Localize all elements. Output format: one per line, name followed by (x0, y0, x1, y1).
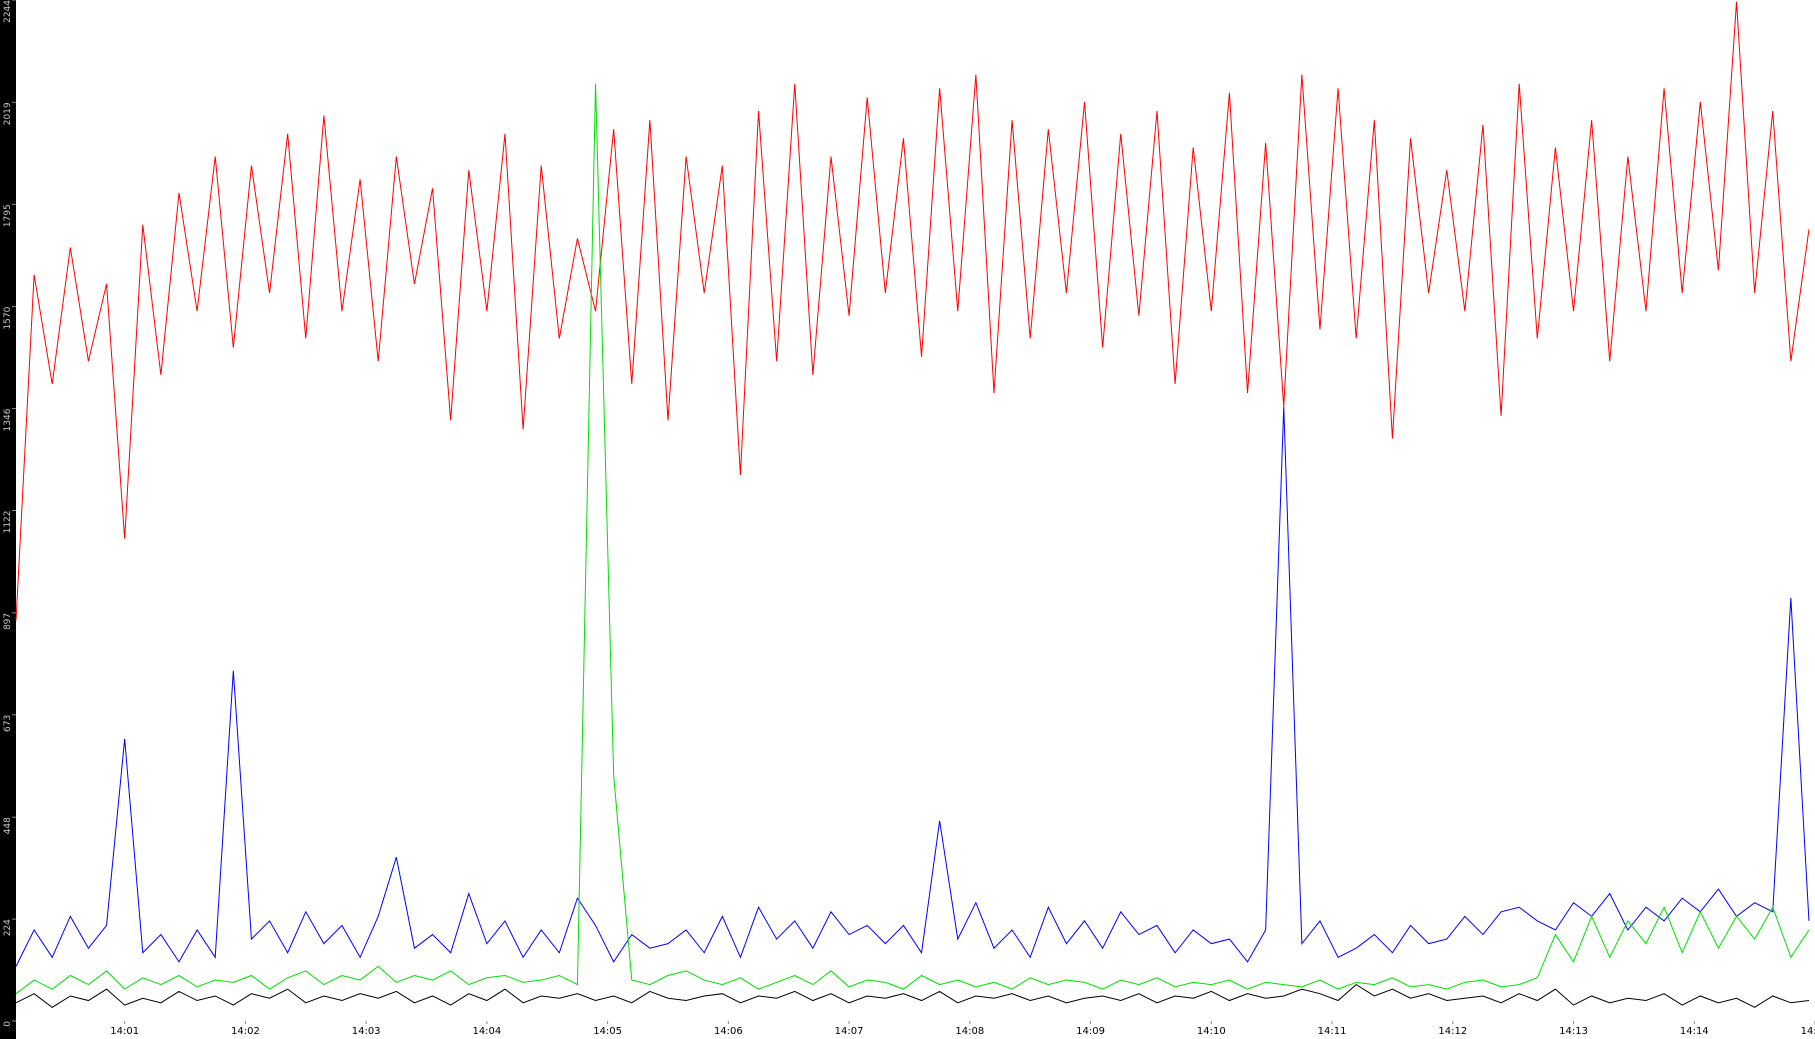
y-tick-label: 1570 (3, 306, 13, 329)
x-tick-label: 14:03 (352, 1026, 381, 1037)
y-axis-strip (0, 0, 16, 1039)
series-line (15, 83, 1810, 995)
y-tick-label: 224 (3, 919, 13, 936)
x-tick-label: 14:07 (835, 1026, 864, 1037)
x-tick-label: 14:11 (1318, 1026, 1347, 1037)
x-tick-label: 14:02 (231, 1026, 260, 1037)
series-line (15, 406, 1810, 967)
x-tick-label: 14:10 (1197, 1026, 1226, 1037)
y-tick-label: 2019 (3, 102, 13, 125)
y-tick-label: 448 (3, 817, 13, 834)
x-tick-label: 14:14 (1680, 1026, 1709, 1037)
y-tick-label: 1122 (3, 511, 13, 534)
series-line (15, 983, 1810, 1008)
x-tick-label: 14:05 (593, 1026, 622, 1037)
y-tick-label: 897 (3, 613, 13, 630)
y-tick-label: 1795 (3, 204, 13, 227)
y-tick-label: 673 (3, 715, 13, 732)
x-tick-label: 14:13 (1559, 1026, 1588, 1037)
x-tick-label: 14:15 (1801, 1026, 1815, 1037)
x-tick-label: 14:08 (955, 1026, 984, 1037)
y-tick-label: 2244 (3, 0, 13, 23)
x-tick-label: 14:12 (1438, 1026, 1467, 1037)
y-tick-label: 0 (3, 1021, 13, 1027)
y-tick-label: 1346 (3, 408, 13, 431)
x-tick-label: 14:01 (110, 1026, 139, 1037)
x-tick-label: 14:06 (714, 1026, 743, 1037)
x-tick-label: 14:04 (472, 1026, 501, 1037)
series-line (15, 1, 1810, 621)
x-tick-label: 14:09 (1076, 1026, 1105, 1037)
